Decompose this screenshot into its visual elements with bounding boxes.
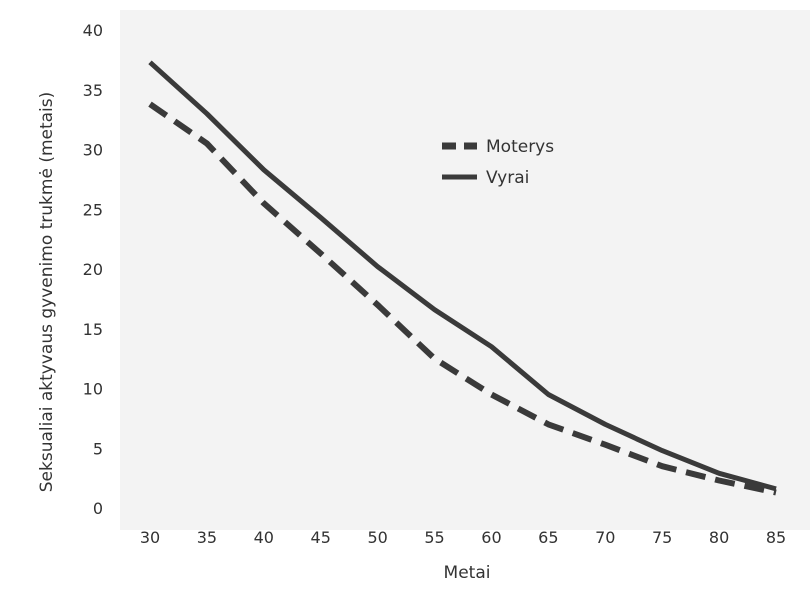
series-line-vyrai (148, 60, 777, 492)
x-tick-label: 60 (481, 528, 501, 547)
legend: Moterys Vyrai (442, 137, 554, 188)
x-tick-label: 70 (595, 528, 615, 547)
x-tick-label: 75 (652, 528, 672, 547)
series-layer (148, 60, 777, 496)
x-tick-label: 65 (538, 528, 558, 547)
x-tick-label: 35 (197, 528, 217, 547)
x-axis-title: Metai (444, 563, 491, 583)
x-tick-label: 80 (709, 528, 729, 547)
y-tick-label: 15 (83, 320, 103, 339)
y-axis-ticks: 0 5 10 15 20 25 30 35 40 (83, 21, 103, 518)
y-axis-title: Seksualiai aktyvaus gyvenimo trukmė (met… (37, 92, 57, 493)
y-tick-label: 10 (83, 380, 103, 399)
series-line-moterys (148, 101, 777, 496)
y-tick-label: 5 (93, 439, 103, 458)
x-tick-label: 30 (140, 528, 160, 547)
x-tick-label: 40 (254, 528, 274, 547)
legend-label-moterys: Moterys (486, 137, 554, 157)
y-tick-label: 30 (83, 141, 103, 160)
x-tick-label: 85 (766, 528, 786, 547)
y-tick-label: 40 (83, 21, 103, 40)
x-tick-label: 45 (311, 528, 331, 547)
x-tick-label: 50 (367, 528, 387, 547)
y-tick-label: 25 (83, 200, 103, 219)
y-tick-label: 20 (83, 260, 103, 279)
x-tick-label: 55 (424, 528, 444, 547)
y-tick-label: 35 (83, 81, 103, 100)
y-tick-label: 0 (93, 499, 103, 518)
x-axis-ticks: 30 35 40 45 50 55 60 65 70 75 80 85 (140, 528, 786, 547)
plot-area-background (120, 10, 810, 530)
legend-label-vyrai: Vyrai (486, 168, 529, 188)
